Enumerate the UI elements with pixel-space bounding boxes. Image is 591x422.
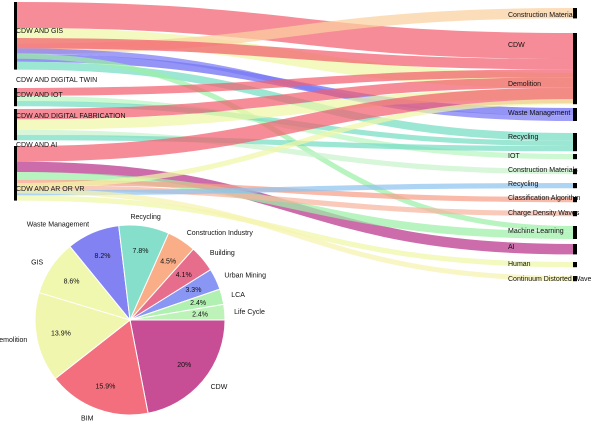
sankey-target-label: Classification Algorithm [508, 195, 581, 202]
sankey-link [16, 38, 574, 70]
sankey-target-node [573, 73, 577, 105]
pie-category-label: LCA [231, 292, 245, 299]
sankey-source-label: CDW AND IOT [16, 92, 63, 99]
pie-category-label: Construction Industry [187, 230, 254, 237]
sankey-source-label: CDW AND AI [16, 142, 57, 149]
sankey-target-node [573, 154, 577, 160]
pie-value-label: 13.9% [51, 331, 71, 338]
sankey-source-node [14, 146, 17, 201]
sankey-source-node [14, 109, 17, 141]
sankey-target-node [573, 183, 577, 189]
pie-category-label: GIS [31, 259, 43, 266]
sankey-link [16, 195, 574, 268]
sankey-link [16, 188, 574, 282]
sankey-source-label: CDW AND DIGITAL FABRICATION [16, 113, 126, 120]
sankey-target-node [573, 211, 577, 217]
sankey-target-label: IOT [508, 153, 520, 160]
sankey-source-label: CDW AND AR OR VR [16, 186, 84, 193]
pie-category-label: Demolition [0, 337, 27, 344]
pie-category-label: Recycling [130, 214, 160, 221]
sankey-target-label: Machine Learning [508, 228, 564, 235]
pie-value-label: 4.1% [176, 272, 192, 279]
sankey-target-node [573, 33, 577, 104]
sankey-target-label: Construction Material [508, 12, 575, 19]
sankey-target-node [573, 244, 577, 255]
sankey-target-node [573, 108, 577, 121]
sankey-target-node [573, 276, 577, 282]
sankey-target-label: Recycling [508, 134, 538, 141]
pie-value-label: 4.5% [160, 258, 176, 265]
sankey-target-node [573, 133, 577, 152]
sankey-target-label: Waste Management [508, 110, 570, 117]
pie-slice [129, 319, 226, 414]
pie-category-label: BIM [81, 415, 94, 422]
pie-slice [129, 303, 226, 321]
pie-category-label: Waste Management [27, 221, 89, 228]
sankey-target-label: Construction Materials [508, 167, 578, 174]
pie-category-label: Urban Mining [224, 273, 266, 280]
sankey-target-node [573, 262, 577, 268]
sankey-diagram: CDW AND GIS CDW AND DIGITAL TWIN CDW AND I… [14, 2, 591, 283]
pie-labels: 20% CDW 15.9% BIM 13.9% Demolition 8.6% GIS 8.2%… [0, 214, 266, 422]
pie-value-label: 3.3% [185, 287, 201, 294]
sankey-target-node [573, 197, 577, 203]
sankey-target-label: Demolition [508, 81, 541, 88]
sankey-target-label: CDW [508, 42, 525, 49]
sankey-link [16, 185, 574, 217]
pie-value-label: 2.4% [192, 312, 208, 319]
sankey-links [16, 2, 574, 282]
sankey-target-label: AI [508, 244, 515, 251]
pie-category-label: Life Cycle [234, 309, 265, 316]
sankey-source-node [14, 88, 17, 107]
pie-value-label: 20% [177, 362, 191, 369]
sankey-source-node [14, 183, 17, 194]
sankey-target-node [573, 226, 577, 239]
pie-category-label: CDW [211, 384, 228, 391]
sankey-source-node [14, 2, 17, 70]
pie-slice [34, 291, 132, 380]
sankey-target-label: Human [508, 261, 531, 268]
pie-category-label: Building [210, 250, 235, 257]
sankey-nodes: CDW AND GIS CDW AND DIGITAL TWIN CDW AND I… [14, 2, 591, 283]
pie-value-label: 8.2% [95, 253, 111, 260]
sankey-target-node [573, 169, 577, 175]
sankey-link [16, 99, 574, 189]
sankey-target-node [573, 8, 577, 19]
sankey-target-label: Charge Density Waves [508, 210, 580, 217]
pie-value-label: 2.4% [190, 300, 206, 307]
pie-slices [34, 224, 226, 416]
sankey-link [16, 87, 574, 162]
sankey-target-label: Continuum Distorted Wave [508, 276, 591, 283]
sankey-source-label: CDW AND DIGITAL TWIN [16, 77, 97, 84]
pie-value-label: 8.6% [64, 278, 80, 285]
sankey-link [16, 77, 574, 120]
sankey-target-label: Recycling [508, 181, 538, 188]
sankey-source-node [14, 38, 17, 59]
sankey-source-label: CDW AND GIS [16, 28, 63, 35]
pie-slice [54, 319, 149, 416]
sankey-link [16, 69, 574, 96]
sankey-link [16, 129, 574, 175]
pie-value-label: 7.8% [133, 248, 149, 255]
pie-value-label: 15.9% [96, 383, 116, 390]
sankey-link [16, 183, 574, 196]
